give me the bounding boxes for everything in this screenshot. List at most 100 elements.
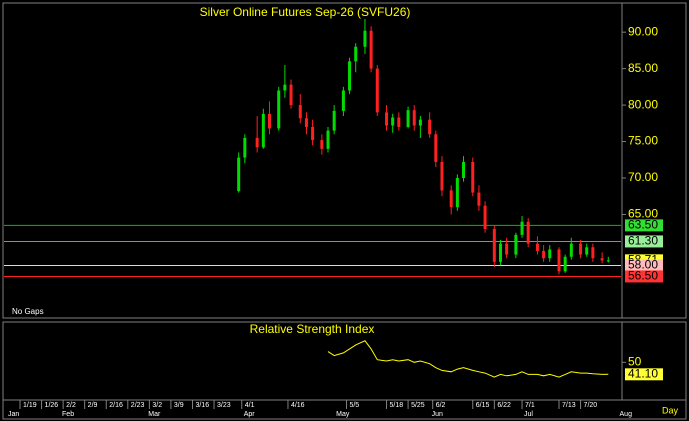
y-tick-label: 80.00 xyxy=(628,97,658,111)
y-tick-label: 75.00 xyxy=(628,134,658,148)
x-tick-label: 6/22 xyxy=(497,402,511,409)
x-tick-label: 2/2 xyxy=(66,402,76,409)
candle-body xyxy=(267,113,271,129)
chart-title: Silver Online Futures Sep-26 (SVFU26) xyxy=(200,5,411,19)
x-tick-label: 1/26 xyxy=(45,402,59,409)
candle-body xyxy=(348,61,352,91)
candle-body xyxy=(492,229,496,262)
candle-body xyxy=(505,243,509,255)
candle-body xyxy=(526,221,530,244)
date-axis xyxy=(2,399,687,420)
price-axis xyxy=(621,2,687,319)
candle-body xyxy=(434,134,438,162)
level-label: 61.30 xyxy=(628,234,658,248)
rsi-line xyxy=(327,340,609,378)
level-label: 58.00 xyxy=(628,258,658,272)
level-label-bg xyxy=(625,270,663,283)
candle-body xyxy=(243,137,247,158)
candle-body xyxy=(320,140,324,149)
candle-body xyxy=(471,161,475,193)
x-tick-label: 2/23 xyxy=(131,402,145,409)
x-tick-label: 7/20 xyxy=(584,402,598,409)
candle-body xyxy=(311,126,315,141)
candle-body xyxy=(600,258,604,261)
month-label: Mar xyxy=(148,411,161,418)
x-tick-label: 4/1 xyxy=(245,402,255,409)
level-label-bg xyxy=(625,259,663,272)
candle-body xyxy=(483,205,487,230)
candle-body xyxy=(283,84,287,91)
period: Day xyxy=(662,405,679,415)
candle-body xyxy=(412,110,416,126)
candle-body xyxy=(606,260,610,262)
level-label-bg xyxy=(625,219,663,232)
level-label: 56.50 xyxy=(628,269,658,283)
candle-body xyxy=(514,234,518,255)
y-tick-label: 85.00 xyxy=(628,61,658,75)
candle-body xyxy=(418,119,422,126)
candle-body xyxy=(548,249,552,259)
candle-body xyxy=(304,118,308,127)
candle-body xyxy=(579,243,583,255)
candle-body xyxy=(369,30,373,69)
x-tick-label: 3/2 xyxy=(152,402,162,409)
x-tick-label: 3/16 xyxy=(195,402,209,409)
candle-body xyxy=(391,117,395,126)
candle-body xyxy=(326,130,330,149)
candle-body xyxy=(363,30,367,47)
candle-body xyxy=(354,46,358,62)
candle-body xyxy=(341,90,345,111)
rsi-title: Relative Strength Index xyxy=(250,322,375,336)
level-label: 63.50 xyxy=(628,218,658,232)
month-label: Jul xyxy=(524,411,533,418)
x-tick-label: 3/23 xyxy=(217,402,231,409)
rsi-tick-label: 50 xyxy=(628,355,642,369)
x-tick-label: 7/1 xyxy=(525,402,535,409)
rsi-last-bg xyxy=(625,368,663,381)
month-label: May xyxy=(336,411,350,418)
candle-body xyxy=(237,157,241,192)
candle-body xyxy=(563,256,567,272)
candle-body xyxy=(332,110,336,131)
candle-body xyxy=(261,113,265,148)
level-label-bg xyxy=(625,235,663,248)
x-tick-label: 7/13 xyxy=(562,402,576,409)
candle-body xyxy=(406,110,410,127)
candle-body xyxy=(277,90,281,129)
candle-body xyxy=(462,161,466,178)
candle-body xyxy=(569,243,573,257)
candle-body xyxy=(477,192,481,206)
x-tick-label: 5/18 xyxy=(390,402,404,409)
candle-body xyxy=(397,117,401,127)
y-tick-label: 70.00 xyxy=(628,170,658,184)
candle-body xyxy=(428,119,432,135)
month-label: Feb xyxy=(62,411,74,418)
candle-body xyxy=(498,243,502,262)
x-tick-label: 5/5 xyxy=(349,402,359,409)
x-tick-label: 2/9 xyxy=(88,402,98,409)
y-tick-label: 90.00 xyxy=(628,24,658,38)
candle-body xyxy=(449,190,453,208)
candle-body xyxy=(535,243,539,251)
candle-body xyxy=(255,137,259,148)
candle-body xyxy=(385,112,389,126)
candle-body xyxy=(542,250,546,259)
note: No Gaps xyxy=(12,307,44,316)
x-tick-label: 5/25 xyxy=(411,402,425,409)
rsi-last-label: 41.10 xyxy=(628,366,658,380)
y-tick-label: 65.00 xyxy=(628,207,658,221)
candle-body xyxy=(298,105,302,119)
month-label: Apr xyxy=(244,411,256,418)
x-tick-label: 4/16 xyxy=(291,402,305,409)
x-tick-label: 1/19 xyxy=(23,402,37,409)
candle-body xyxy=(591,247,595,259)
candle-body xyxy=(585,247,589,255)
x-tick-label: 2/16 xyxy=(109,402,123,409)
candle-body xyxy=(440,161,444,191)
x-tick-label: 6/15 xyxy=(476,402,490,409)
candle-body xyxy=(289,84,293,106)
x-tick-label: 3/9 xyxy=(174,402,184,409)
candle-body xyxy=(375,68,379,113)
